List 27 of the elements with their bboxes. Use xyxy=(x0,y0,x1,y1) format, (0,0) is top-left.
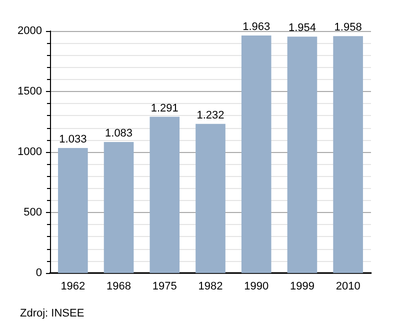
y-tick-label: 0 xyxy=(36,267,42,279)
x-tick-label: 1962 xyxy=(60,280,86,292)
y-tick-label: 2000 xyxy=(18,25,42,37)
text: Zdroj: INSEE xyxy=(20,308,84,320)
y-tick-label: 500 xyxy=(24,206,42,218)
data-label: 1.958 xyxy=(334,22,362,34)
data-label: 1.083 xyxy=(105,127,133,140)
x-tick-label: 2010 xyxy=(336,280,360,292)
bar xyxy=(333,36,363,273)
data-label: 1.291 xyxy=(150,102,178,114)
bar xyxy=(58,148,88,273)
y-tick-label: 1500 xyxy=(18,86,42,98)
bar xyxy=(196,124,226,273)
bar xyxy=(241,35,272,273)
x-tick-label: 1968 xyxy=(106,280,132,292)
y-tick-label: 1000 xyxy=(18,146,42,158)
data-label: 1.954 xyxy=(288,22,316,34)
x-tick-label: 1990 xyxy=(244,280,269,292)
data-label: 1.232 xyxy=(196,109,224,122)
bar xyxy=(150,116,180,273)
bar xyxy=(104,142,134,273)
bar xyxy=(287,36,318,273)
x-tick-label: 1999 xyxy=(290,280,314,292)
data-label: 1.963 xyxy=(242,20,270,33)
x-tick-label: 1975 xyxy=(152,280,177,292)
x-tick-label: 1982 xyxy=(198,280,223,292)
data-label: 1.033 xyxy=(59,134,87,146)
